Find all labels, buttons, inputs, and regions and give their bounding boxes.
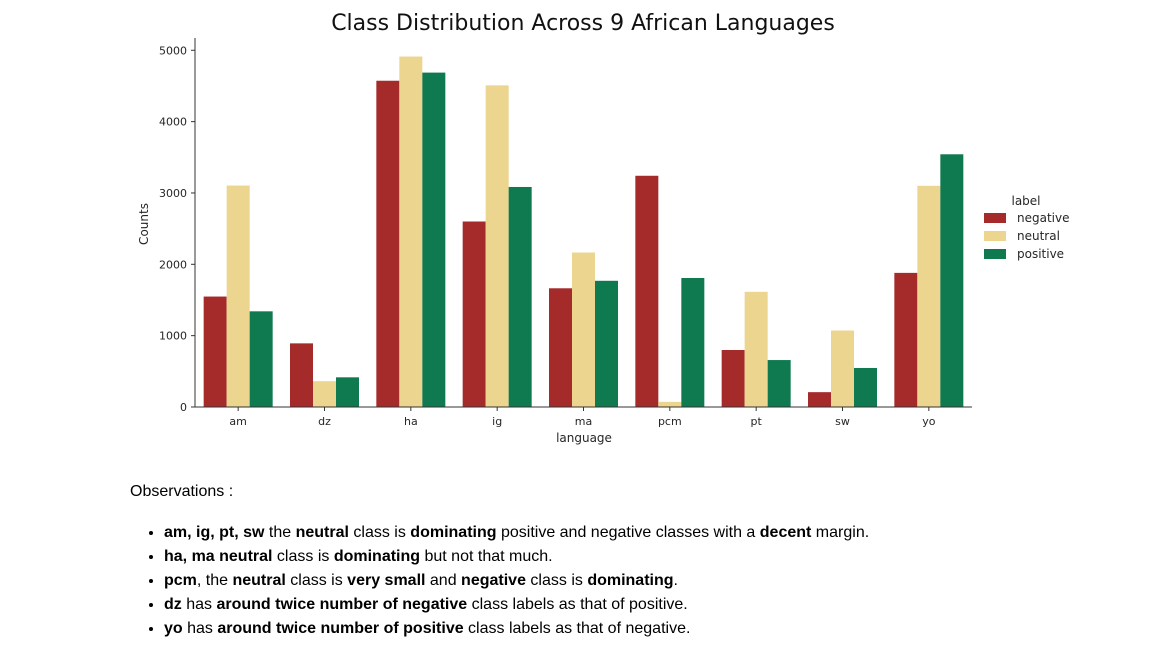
observation-text: the [264,524,296,541]
observation-text: , the [196,572,233,589]
y-tick-label: 3000 [159,187,187,200]
bar-chart: Class Distribution Across 9 African Lang… [137,11,1069,445]
x-tick-label-dz: dz [318,415,331,428]
observation-text: . [673,572,678,589]
observation-item: ha, ma neutral class is dominating but n… [164,546,869,570]
legend-swatch-negative [984,213,1006,223]
bar-neutral-pcm [658,401,682,407]
observation-text: and [425,572,462,589]
observation-text: yo [164,620,183,637]
observation-item: pcm, the neutral class is very small and… [164,570,869,594]
bar-positive-sw [854,367,877,407]
observation-text: class is [525,572,588,589]
observation-text: class is [285,572,348,589]
observation-text: has [181,596,217,613]
legend-swatch-positive [984,249,1006,259]
x-tick-label-ig: ig [492,415,502,428]
observation-text: but not that much. [420,548,553,565]
bar-neutral-dz [313,381,336,407]
x-tick-label-ha: ha [404,415,418,428]
observation-text: ha, ma neutral [164,548,273,565]
bar-positive-pt [767,360,791,407]
bar-negative-ha [376,80,400,407]
legend-swatch-neutral [984,231,1006,241]
bars-group [203,56,964,408]
bar-negative-pcm [635,175,659,407]
bar-negative-dz [290,343,313,407]
bar-negative-am [203,296,227,407]
observation-text: dominating [587,572,674,589]
x-tick-label-pt: pt [751,415,763,428]
observation-item: yo has around twice number of positive c… [164,618,869,642]
bar-negative-pt [721,349,745,407]
observation-text: am, ig, pt, sw [164,524,265,541]
observation-text: class labels as that of negative. [463,620,691,637]
observation-text: decent [759,524,812,541]
axes-group: 0 1000 2000 3000 4000 5000 am dz ha ig ma pcm pt sw yo [159,38,972,428]
x-tick-label-yo: yo [922,415,936,428]
observation-text: dz [164,596,182,613]
observation-item: am, ig, pt, sw the neutral class is domi… [164,522,869,546]
observation-text: margin. [811,524,870,541]
bar-neutral-ig [485,85,509,408]
bar-neutral-sw [831,330,854,407]
y-axis-label: Counts [137,203,151,245]
observations-list: am, ig, pt, sw the neutral class is domi… [130,522,869,642]
legend-label-neutral: neutral [1017,229,1060,243]
bar-positive-ha [422,72,446,407]
observation-text: around twice number of negative [216,596,468,613]
bar-neutral-ha [399,56,423,407]
legend-title: label [1011,194,1040,208]
bar-neutral-yo [917,185,941,407]
x-tick-label-sw: sw [835,415,850,428]
bar-neutral-am [226,185,250,407]
x-tick-label-pcm: pcm [658,415,682,428]
observation-text: pcm [164,572,197,589]
observation-text: has [182,620,218,637]
observations-heading: Observations : [130,483,234,500]
observation-text: negative [461,572,526,589]
bar-negative-sw [808,392,831,407]
y-tick-label: 2000 [159,258,187,271]
bar-positive-ma [595,280,618,407]
observation-text: neutral [295,524,349,541]
observation-text: class labels as that of positive. [467,596,688,613]
y-tick-label: 5000 [159,44,187,57]
legend-label-negative: negative [1017,211,1069,225]
bar-positive-am [249,311,273,407]
observation-text: positive and negative classes with a [496,524,760,541]
bar-neutral-pt [744,291,768,407]
chart-title: Class Distribution Across 9 African Lang… [331,11,835,36]
bar-negative-ma [549,288,572,407]
legend: label negative neutral positive [984,194,1069,261]
observation-item: dz has around twice number of negative c… [164,594,869,618]
x-axis-label: language [556,431,612,445]
legend-label-positive: positive [1017,247,1064,261]
x-tick-label-am: am [229,415,246,428]
y-tick-label: 4000 [159,116,187,129]
y-tick-label: 0 [180,401,187,414]
bar-positive-pcm [681,278,705,407]
observation-text: neutral [232,572,286,589]
bar-positive-ig [508,186,532,407]
bar-negative-ig [462,221,486,407]
observation-text: dominating [333,548,421,565]
observation-text: class is [348,524,411,541]
observation-text: class is [272,548,334,565]
x-tick-label-ma: ma [575,415,592,428]
observation-text: dominating [410,524,497,541]
observation-text: around twice number of positive [217,620,464,637]
bar-neutral-ma [572,252,595,407]
bar-positive-yo [940,154,964,407]
y-tick-label: 1000 [159,330,187,343]
observation-text: very small [347,572,426,589]
bar-negative-yo [894,272,918,407]
bar-positive-dz [336,377,359,407]
